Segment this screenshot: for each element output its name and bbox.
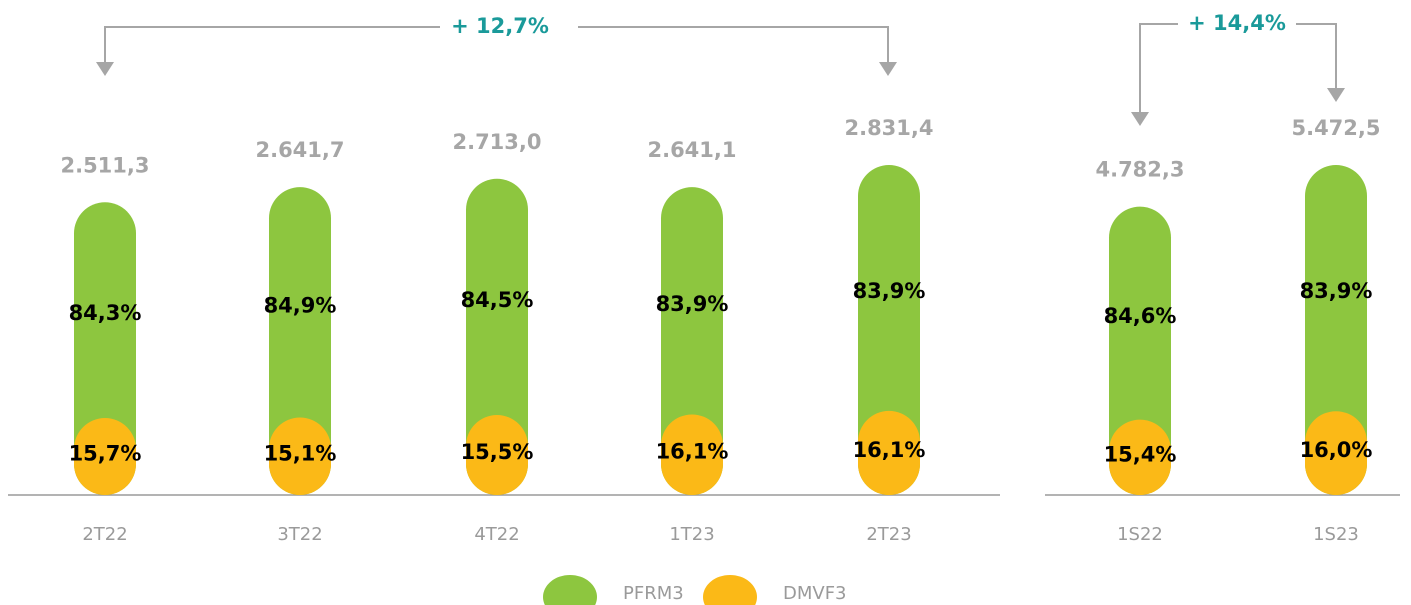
bar-segment <box>74 418 136 495</box>
x-tick-label: 1T23 <box>669 524 714 545</box>
total-label: 2.641,7 <box>255 138 344 162</box>
data-label: 83,9% <box>853 279 926 303</box>
bar-segment <box>858 410 920 495</box>
legend-label: PFRM3 <box>623 583 684 604</box>
bar-segment <box>466 178 528 495</box>
total-label: 2.713,0 <box>452 130 541 154</box>
bar-segment <box>1305 165 1367 495</box>
data-label: 15,7% <box>69 442 142 466</box>
bracket <box>1139 23 1178 112</box>
bar-segment <box>1109 419 1171 495</box>
arrow <box>1327 88 1345 102</box>
total-label: 4.782,3 <box>1095 158 1184 182</box>
bracket <box>578 26 889 62</box>
total-label: 2.511,3 <box>60 153 149 177</box>
data-label: 84,5% <box>461 288 534 312</box>
bar-segment <box>269 187 331 495</box>
bracket <box>104 26 440 62</box>
x-tick-label: 2T22 <box>82 524 127 545</box>
arrows <box>96 62 1345 126</box>
data-label: 83,9% <box>656 292 729 316</box>
bracket <box>1296 23 1337 88</box>
data-label: 16,0% <box>1300 438 1373 462</box>
bar-segment <box>1109 206 1171 495</box>
arrow <box>879 62 897 76</box>
data-label: 84,6% <box>1104 304 1177 328</box>
x-tick-label: 3T22 <box>277 524 322 545</box>
x-tick-label: 1S23 <box>1313 524 1359 545</box>
annotation-brackets <box>104 23 1337 112</box>
data-label: 15,5% <box>461 440 534 464</box>
legend-swatch <box>543 575 597 605</box>
annotation: + 14,4% <box>1188 11 1286 35</box>
bar-segment <box>858 165 920 495</box>
legend-label: DMVF3 <box>783 583 847 604</box>
legend-swatch <box>703 575 757 605</box>
bar-segment <box>661 414 723 495</box>
data-label: 84,9% <box>264 293 337 317</box>
data-label: 15,1% <box>264 441 337 465</box>
bar-segment <box>466 414 528 495</box>
data-label: 83,9% <box>1300 279 1373 303</box>
total-label: 2.641,1 <box>647 138 736 162</box>
data-label: 84,3% <box>69 301 142 325</box>
x-tick-label: 2T23 <box>866 524 911 545</box>
bar-segment <box>1305 411 1367 495</box>
bar-segment <box>661 187 723 495</box>
data-label: 16,1% <box>853 438 926 462</box>
data-label: 16,1% <box>656 440 729 464</box>
arrow <box>96 62 114 76</box>
data-label: 15,4% <box>1104 442 1177 466</box>
x-tick-label: 1S22 <box>1117 524 1163 545</box>
x-tick-label: 4T22 <box>474 524 519 545</box>
bar-segment <box>74 202 136 496</box>
total-label: 2.831,4 <box>844 116 933 140</box>
annotation: + 12,7% <box>451 14 549 38</box>
arrow <box>1131 112 1149 126</box>
bar-segment <box>269 417 331 495</box>
total-label: 5.472,5 <box>1291 116 1380 140</box>
